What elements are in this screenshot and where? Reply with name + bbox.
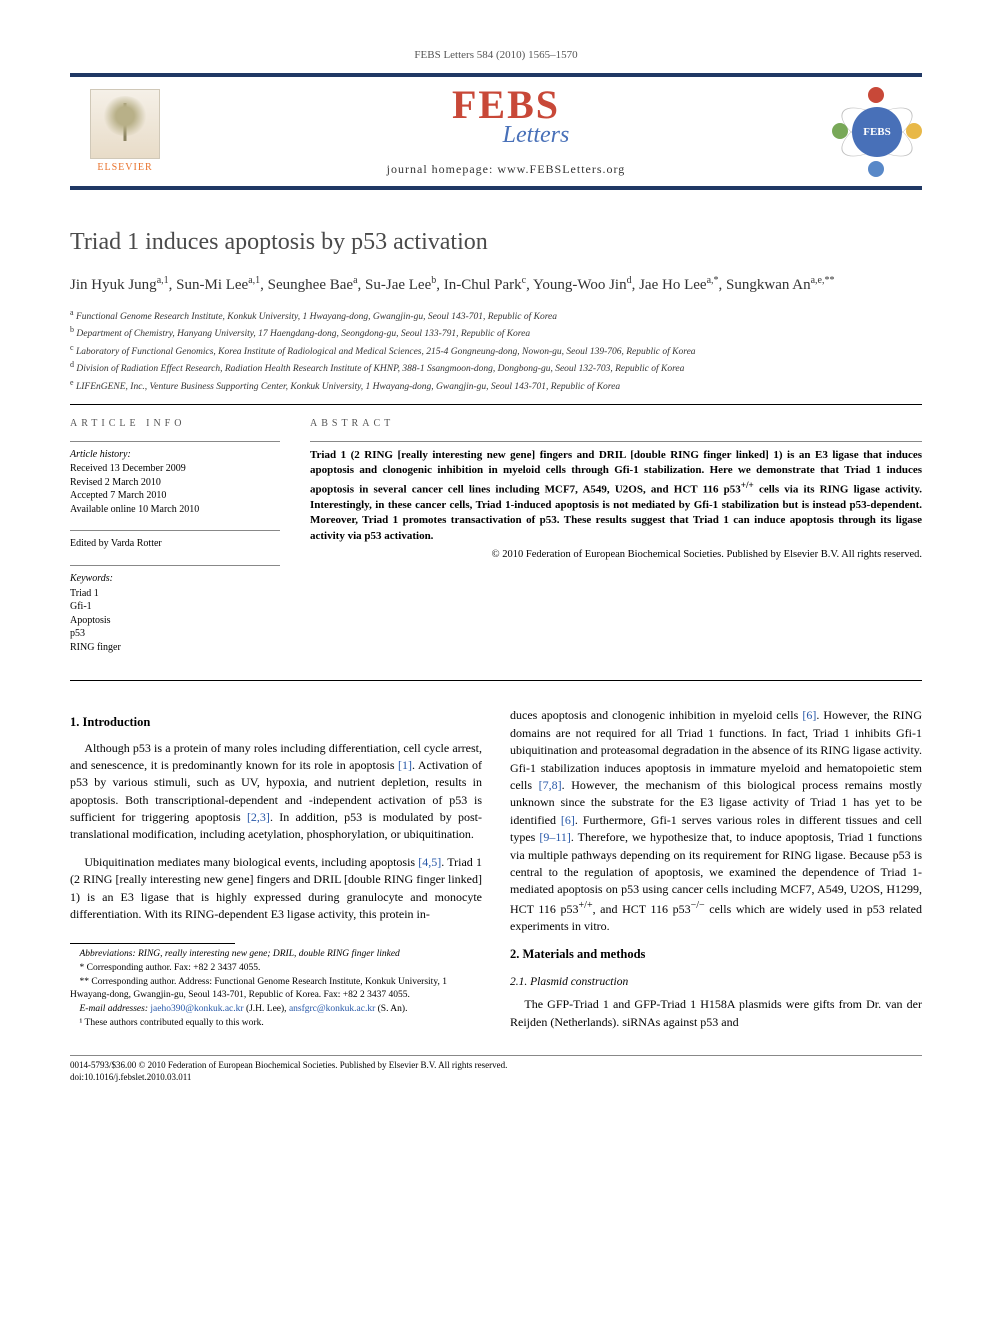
article-authors: Jin Hyuk Junga,1, Sun-Mi Leea,1, Seunghe…: [70, 273, 922, 297]
article-affiliations: a Functional Genome Research Institute, …: [70, 307, 922, 394]
footnote-emails: E-mail addresses: jaeho390@konkuk.ac.kr …: [70, 1003, 482, 1016]
header-citation: FEBS Letters 584 (2010) 1565–1570: [70, 48, 922, 63]
homepage-label: journal homepage:: [387, 162, 498, 176]
journal-banner: ELSEVIER FEBS Letters journal homepage: …: [70, 73, 922, 189]
divider: [70, 680, 922, 681]
section-heading-intro: 1. Introduction: [70, 713, 482, 731]
journal-homepage: journal homepage: www.FEBSLetters.org: [180, 161, 832, 178]
section-heading-methods: 2. Materials and methods: [510, 945, 922, 963]
article-info-label: ARTICLE INFO: [70, 417, 280, 431]
online-date: Available online 10 March 2010: [70, 503, 280, 517]
info-abstract-row: ARTICLE INFO Article history: Received 1…: [70, 417, 922, 669]
divider: [70, 404, 922, 405]
society-badge: FEBS: [832, 87, 922, 177]
orb-yellow-icon: [906, 123, 922, 139]
footnotes: Abbreviations: RING, really interesting …: [70, 948, 482, 1029]
banner-center: FEBS Letters journal homepage: www.FEBSL…: [180, 85, 832, 177]
history-label: Article history:: [70, 448, 280, 462]
subsection-heading: 2.1. Plasmid construction: [510, 974, 922, 991]
body-paragraph: duces apoptosis and clonogenic inhibitio…: [510, 707, 922, 935]
body-paragraph: Although p53 is a protein of many roles …: [70, 740, 482, 844]
received-date: Received 13 December 2009: [70, 462, 280, 476]
divider: [70, 441, 280, 442]
article-body: 1. Introduction Although p53 is a protei…: [70, 707, 922, 1041]
footnote-corresponding-2: ** Corresponding author. Address: Functi…: [70, 976, 482, 1002]
footnote-divider: [70, 943, 235, 944]
revised-date: Revised 2 March 2010: [70, 476, 280, 490]
footnote-abbrev: Abbreviations: RING, really interesting …: [70, 948, 482, 961]
orb-red-icon: [868, 87, 884, 103]
keywords-block: Keywords: Triad 1Gfi-1Apoptosisp53RING f…: [70, 572, 280, 654]
keyword: Apoptosis: [70, 614, 280, 628]
footnote-corresponding-1: * Corresponding author. Fax: +82 2 3437 …: [70, 962, 482, 975]
keyword: p53: [70, 627, 280, 641]
body-paragraph: The GFP-Triad 1 and GFP-Triad 1 H158A pl…: [510, 996, 922, 1031]
divider: [310, 441, 922, 442]
abstract-label: ABSTRACT: [310, 417, 922, 431]
article-info-column: ARTICLE INFO Article history: Received 1…: [70, 417, 280, 669]
footer-doi: doi:10.1016/j.febslet.2010.03.011: [70, 1072, 922, 1084]
article-history: Article history: Received 13 December 20…: [70, 448, 280, 517]
keyword: Gfi-1: [70, 600, 280, 614]
orb-blue-icon: [868, 161, 884, 177]
abstract-column: ABSTRACT Triad 1 (2 RING [really interes…: [310, 417, 922, 669]
orb-green-icon: [832, 123, 848, 139]
edited-by: Edited by Varda Rotter: [70, 537, 280, 551]
elsevier-tree-icon: [90, 89, 160, 159]
divider: [70, 565, 280, 566]
email-link[interactable]: ansfgrc@konkuk.ac.kr: [289, 1004, 375, 1014]
email-link[interactable]: jaeho390@konkuk.ac.kr: [150, 1004, 243, 1014]
keyword: Triad 1: [70, 587, 280, 601]
abstract-text: Triad 1 (2 RING [really interesting new …: [310, 448, 922, 544]
homepage-url[interactable]: www.FEBSLetters.org: [497, 162, 625, 176]
keywords-label: Keywords:: [70, 572, 280, 586]
accepted-date: Accepted 7 March 2010: [70, 489, 280, 503]
publisher-logo: ELSEVIER: [70, 89, 180, 175]
page-footer: 0014-5793/$36.00 © 2010 Federation of Eu…: [70, 1055, 922, 1083]
abstract-copyright: © 2010 Federation of European Biochemica…: [310, 548, 922, 563]
publisher-name: ELSEVIER: [97, 161, 152, 175]
footer-copyright: 0014-5793/$36.00 © 2010 Federation of Eu…: [70, 1060, 922, 1072]
footnote-equal-contribution: ¹ These authors contributed equally to t…: [70, 1017, 482, 1030]
divider: [70, 530, 280, 531]
journal-logo: FEBS Letters: [443, 85, 570, 153]
journal-subtitle: Letters: [503, 119, 570, 153]
keyword: RING finger: [70, 641, 280, 655]
febs-circle-icon: FEBS: [852, 107, 902, 157]
body-paragraph: Ubiquitination mediates many biological …: [70, 854, 482, 924]
article-title: Triad 1 induces apoptosis by p53 activat…: [70, 226, 922, 260]
